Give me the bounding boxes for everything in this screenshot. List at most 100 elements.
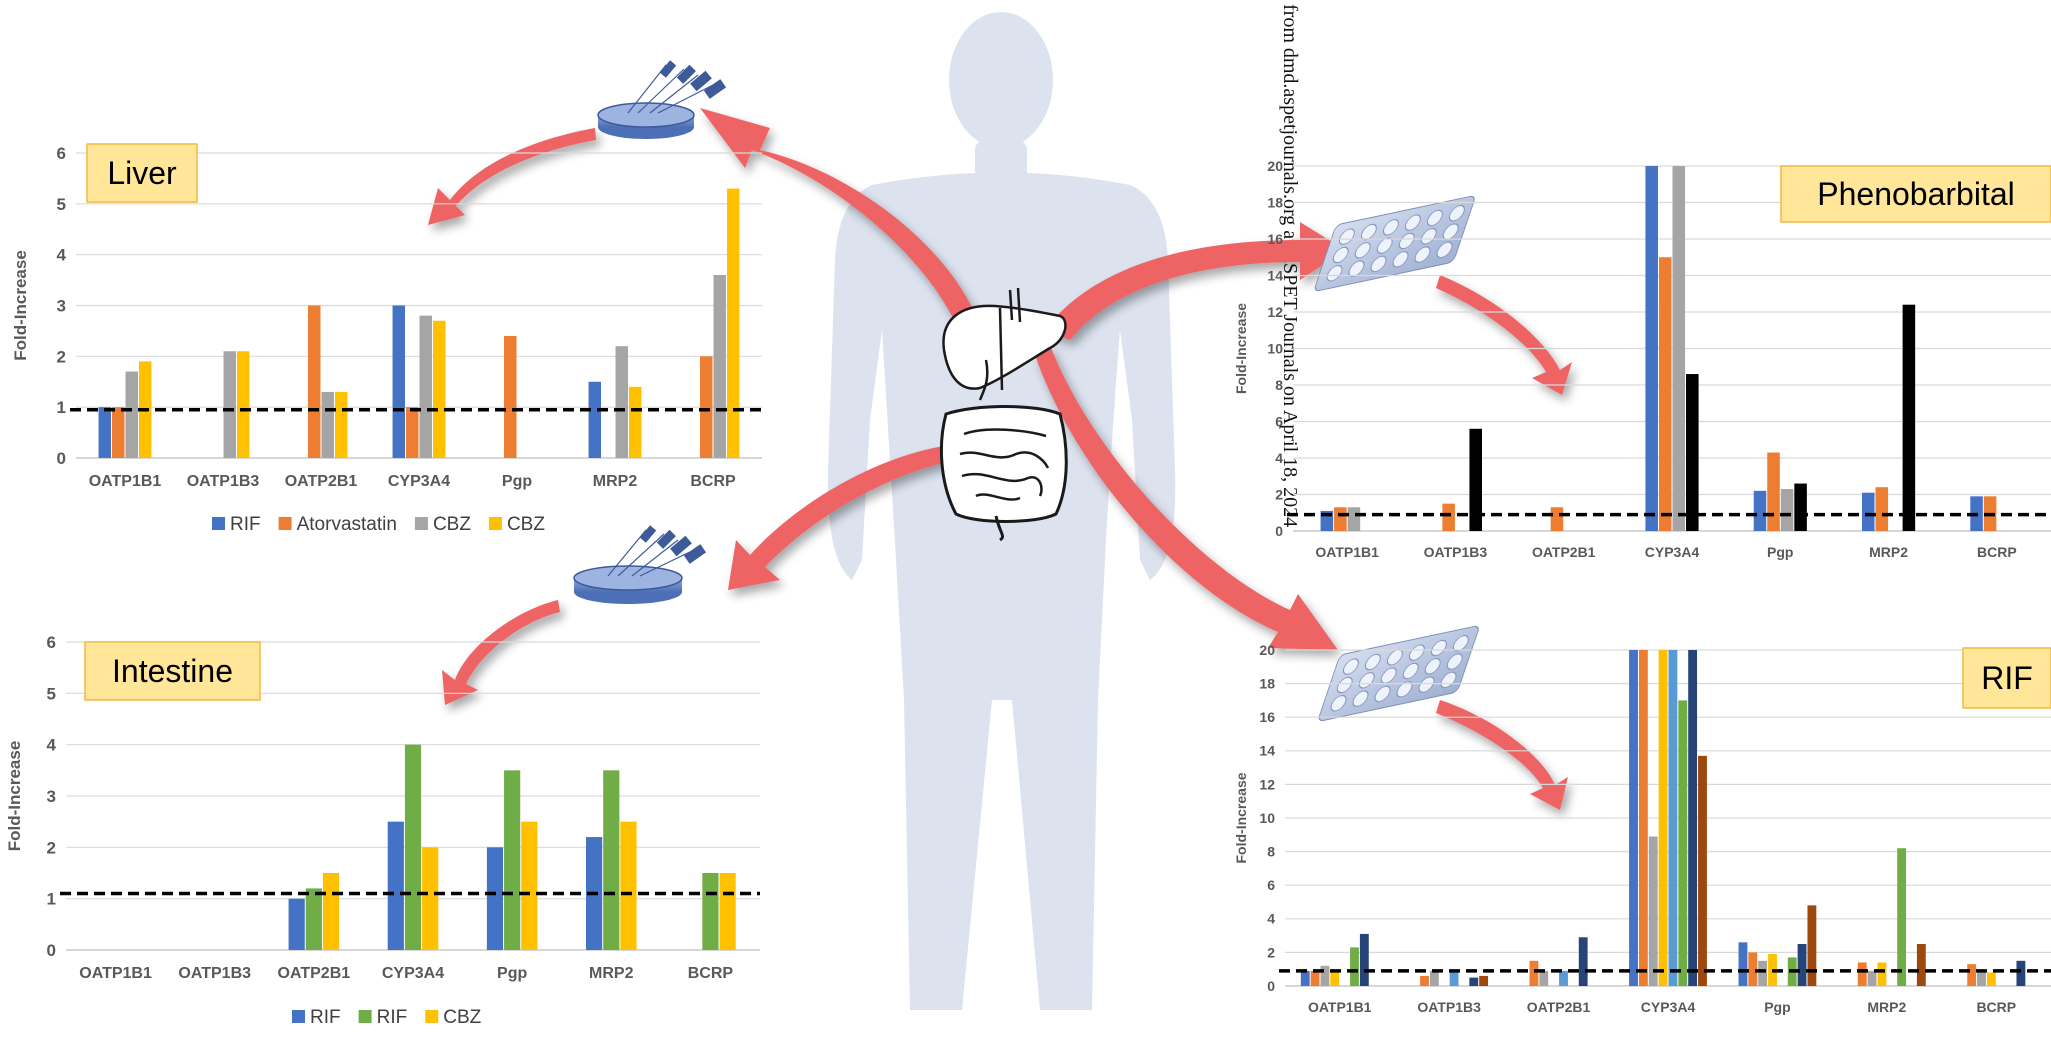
bar-rif-BCRP-1	[1967, 964, 1977, 986]
y-tick-label: 4	[1275, 450, 1283, 466]
bar-rif-OATP1B1-2	[1320, 965, 1330, 986]
y-tick-label: 4	[1267, 911, 1275, 927]
category-label: Pgp	[1767, 544, 1793, 560]
y-tick-label: 6	[47, 633, 56, 652]
intestine-icon	[939, 405, 1068, 542]
legend-label: RIF	[310, 1007, 341, 1028]
petri-dish-syringes-icon	[573, 525, 707, 604]
y-tick-label: 18	[1267, 194, 1283, 210]
arrow-liver-to-rif	[1035, 345, 1338, 650]
bar-rif-OATP2B1-1	[1529, 960, 1539, 986]
bar-rif-CYP3A4-6	[1688, 650, 1698, 986]
bar-liver-OATP1B1-0	[98, 407, 112, 458]
bar-liver-MRP2-2	[615, 346, 628, 458]
bar-liver-BCRP-1	[700, 356, 713, 458]
bar-rif-Pgp-6	[1797, 944, 1807, 986]
bar-intestine-OATP2B1-2	[322, 873, 340, 950]
category-label: OATP1B1	[1308, 999, 1372, 1015]
bar-intestine-CYP3A4-0	[387, 821, 404, 950]
arrow-intestine-to-dish	[728, 445, 955, 590]
bar-rif-OATP1B3-4	[1449, 970, 1459, 986]
bar-intestine-OATP2B1-0	[288, 898, 305, 950]
y-axis-label: Fold-Increase	[1233, 772, 1249, 863]
y-tick-label: 4	[57, 246, 67, 265]
legend-label: CBZ	[433, 514, 471, 535]
arrow-dish-to-intestine-chart	[442, 600, 560, 705]
category-label: OATP1B1	[79, 965, 152, 982]
bar-rif-OATP1B3-1	[1420, 975, 1429, 986]
bar-rif-CYP3A4-1	[1638, 650, 1648, 986]
legend-swatch	[358, 1010, 372, 1023]
y-tick-label: 8	[1275, 377, 1283, 393]
bar-liver-BCRP-3	[726, 188, 740, 459]
bar-rif-Pgp-7	[1807, 905, 1817, 986]
category-label: Pgp	[497, 965, 527, 982]
chart-title-box	[1780, 165, 2051, 223]
y-axis-label: Fold-Increase	[1233, 303, 1249, 394]
y-tick-label: 12	[1267, 304, 1283, 320]
bar-rif-CYP3A4-3	[1658, 650, 1668, 986]
category-label: BCRP	[1977, 544, 2017, 560]
legend-swatch	[278, 517, 292, 530]
category-label: MRP2	[593, 473, 638, 490]
chart-title: Phenobarbital	[1817, 176, 2014, 212]
y-tick-label: 6	[1267, 877, 1275, 893]
bar-rif-OATP1B1-5	[1350, 947, 1359, 986]
petri-dish-syringes-icon	[597, 60, 727, 139]
bar-rif-OATP1B1-1	[1310, 970, 1320, 986]
category-label: CYP3A4	[1645, 544, 1700, 560]
bar-rif-Pgp-2	[1758, 960, 1768, 986]
bar-phenobarbital-Pgp-3	[1794, 483, 1807, 531]
y-tick-label: 5	[47, 684, 56, 703]
category-label: CYP3A4	[382, 965, 444, 982]
bar-rif-CYP3A4-4	[1668, 650, 1678, 986]
y-tick-label: 6	[57, 144, 66, 163]
bar-intestine-Pgp-1	[504, 770, 521, 950]
y-tick-label: 10	[1267, 340, 1283, 356]
bar-liver-CYP3A4-3	[432, 320, 446, 458]
bar-rif-OATP1B1-6	[1359, 933, 1369, 986]
y-tick-label: 0	[1267, 978, 1275, 994]
well-plate-icon	[1314, 195, 1475, 292]
category-label: OATP2B1	[1527, 999, 1591, 1015]
bar-rif-MRP2-2	[1867, 970, 1877, 986]
category-label: OATP1B3	[1417, 999, 1481, 1015]
category-label: Pgp	[1764, 999, 1790, 1015]
bar-rif-Pgp-0	[1738, 942, 1748, 986]
y-tick-label: 8	[1267, 844, 1275, 860]
bar-liver-MRP2-0	[588, 381, 602, 458]
watermark-text: from dmd.aspetjournals.org at ASPET Jour…	[1279, 4, 1301, 527]
bar-liver-BCRP-2	[713, 275, 726, 458]
chart-title-box	[1962, 647, 2051, 709]
bar-rif-OATP1B3-7	[1479, 975, 1489, 986]
y-tick-label: 2	[1275, 486, 1283, 502]
bar-phenobarbital-CYP3A4-2	[1672, 166, 1686, 531]
y-tick-label: 0	[47, 941, 56, 960]
bar-phenobarbital-OATP1B1-1	[1334, 507, 1347, 531]
y-tick-label: 20	[1267, 158, 1283, 174]
category-label: BCRP	[690, 473, 736, 490]
category-label: BCRP	[688, 965, 734, 982]
category-label: OATP2B1	[278, 965, 351, 982]
y-tick-label: 1	[47, 890, 56, 909]
bar-rif-OATP2B1-4	[1559, 970, 1568, 986]
bar-liver-OATP1B3-2	[223, 351, 236, 458]
category-label: OATP1B3	[1424, 544, 1488, 560]
bar-rif-OATP2B1-2	[1539, 970, 1549, 986]
category-label: CYP3A4	[1641, 999, 1696, 1015]
bar-rif-MRP2-3	[1877, 962, 1887, 986]
bar-liver-OATP1B1-1	[112, 407, 125, 458]
bar-phenobarbital-OATP2B1-1	[1550, 507, 1564, 531]
chart-phenobarbital: 0 2 4 6 8 10 12 14 16 18 20 Fold-Increase OATP1B1 OAT…	[1233, 158, 2051, 560]
bar-phenobarbital-MRP2-0	[1862, 492, 1875, 531]
chart-intestine: 0 1 2 3 4 5 6 Fold-Increase OATP1B1 OATP1B3 OATP2B…	[5, 633, 760, 1028]
bar-rif-BCRP-2	[1977, 972, 1986, 986]
y-tick-label: 0	[57, 449, 66, 468]
chart-title-box	[86, 143, 198, 203]
chart-liver: 0 1 2 3 4 5 6 Fold-Increase OATP1B1 OATP1B3 OATP2B…	[11, 143, 762, 535]
bar-phenobarbital-CYP3A4-0	[1645, 166, 1658, 531]
bar-rif-BCRP-6	[2016, 960, 2026, 986]
category-label: MRP2	[1869, 544, 1908, 560]
y-tick-label: 20	[1259, 642, 1275, 658]
bar-intestine-Pgp-2	[521, 821, 538, 950]
